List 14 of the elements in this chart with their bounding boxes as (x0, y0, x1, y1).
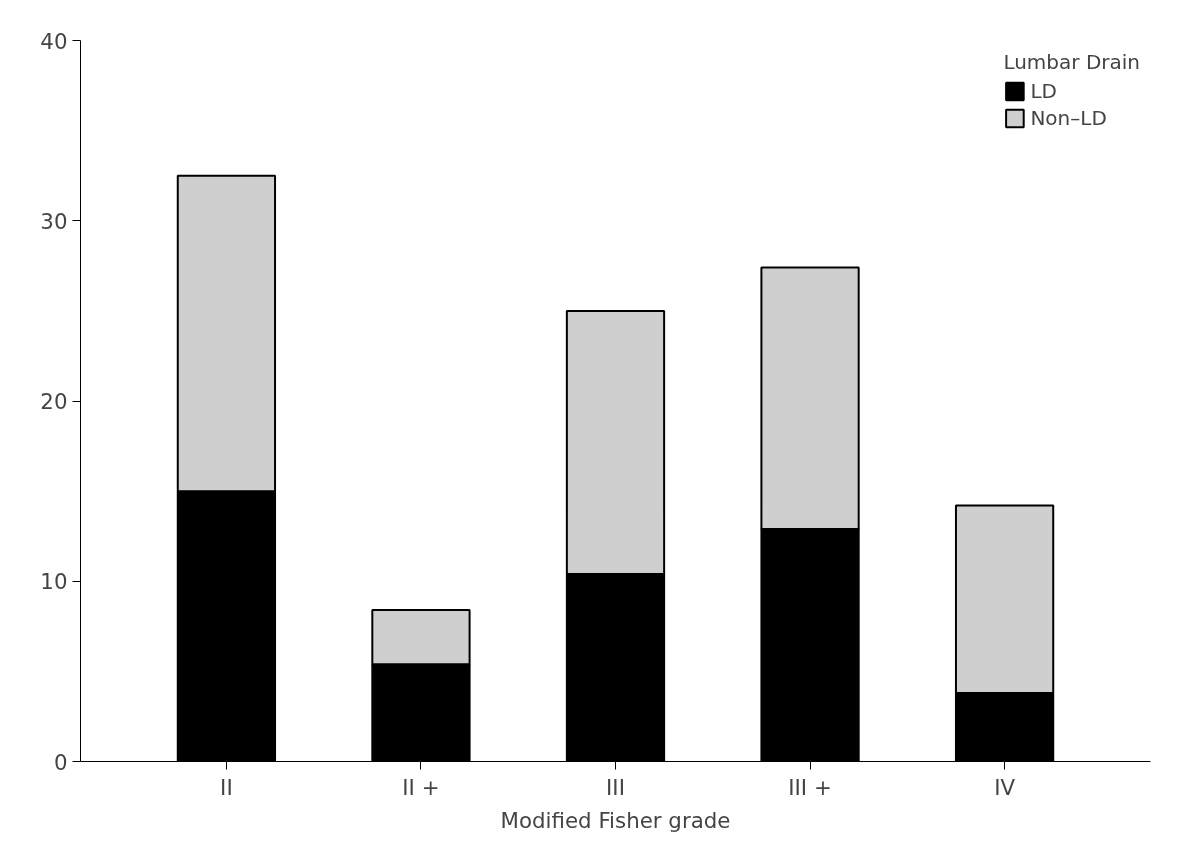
x-tick-label: II + (402, 774, 440, 800)
x-tick-label: III (606, 774, 625, 800)
y-tick-label: 30 (40, 208, 68, 234)
y-tick-label: 10 (40, 569, 68, 595)
y-tick-label: 0 (53, 749, 68, 775)
legend-label: LD (1030, 79, 1057, 103)
x-tick-label: III + (788, 774, 832, 800)
x-axis-title: Modified Fisher grade (500, 807, 731, 833)
legend-label: Non–LD (1030, 106, 1107, 130)
legend-title: Lumbar Drain (1003, 50, 1140, 74)
y-tick-label: 40 (40, 28, 68, 54)
y-tick-label: 20 (40, 389, 68, 414)
x-tick-label: II (220, 774, 233, 800)
x-tick-label: IV (994, 774, 1016, 800)
